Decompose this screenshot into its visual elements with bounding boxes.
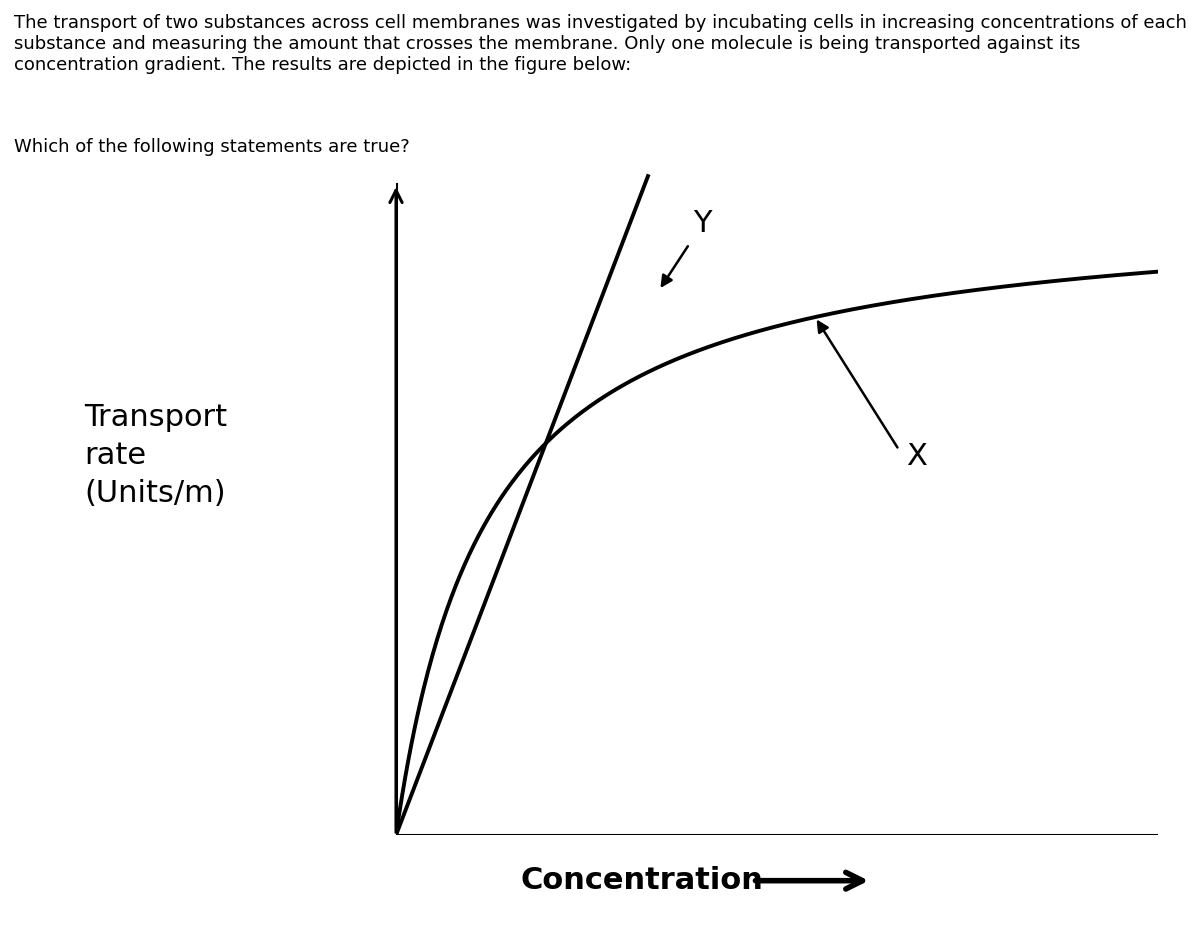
Text: Concentration: Concentration [521, 866, 763, 895]
Text: Transport
rate
(Units/m): Transport rate (Units/m) [84, 402, 227, 509]
Text: Which of the following statements are true?: Which of the following statements are tr… [14, 138, 410, 156]
Text: The transport of two substances across cell membranes was investigated by incuba: The transport of two substances across c… [14, 14, 1187, 74]
Text: Y: Y [694, 210, 712, 238]
Text: X: X [906, 442, 928, 471]
